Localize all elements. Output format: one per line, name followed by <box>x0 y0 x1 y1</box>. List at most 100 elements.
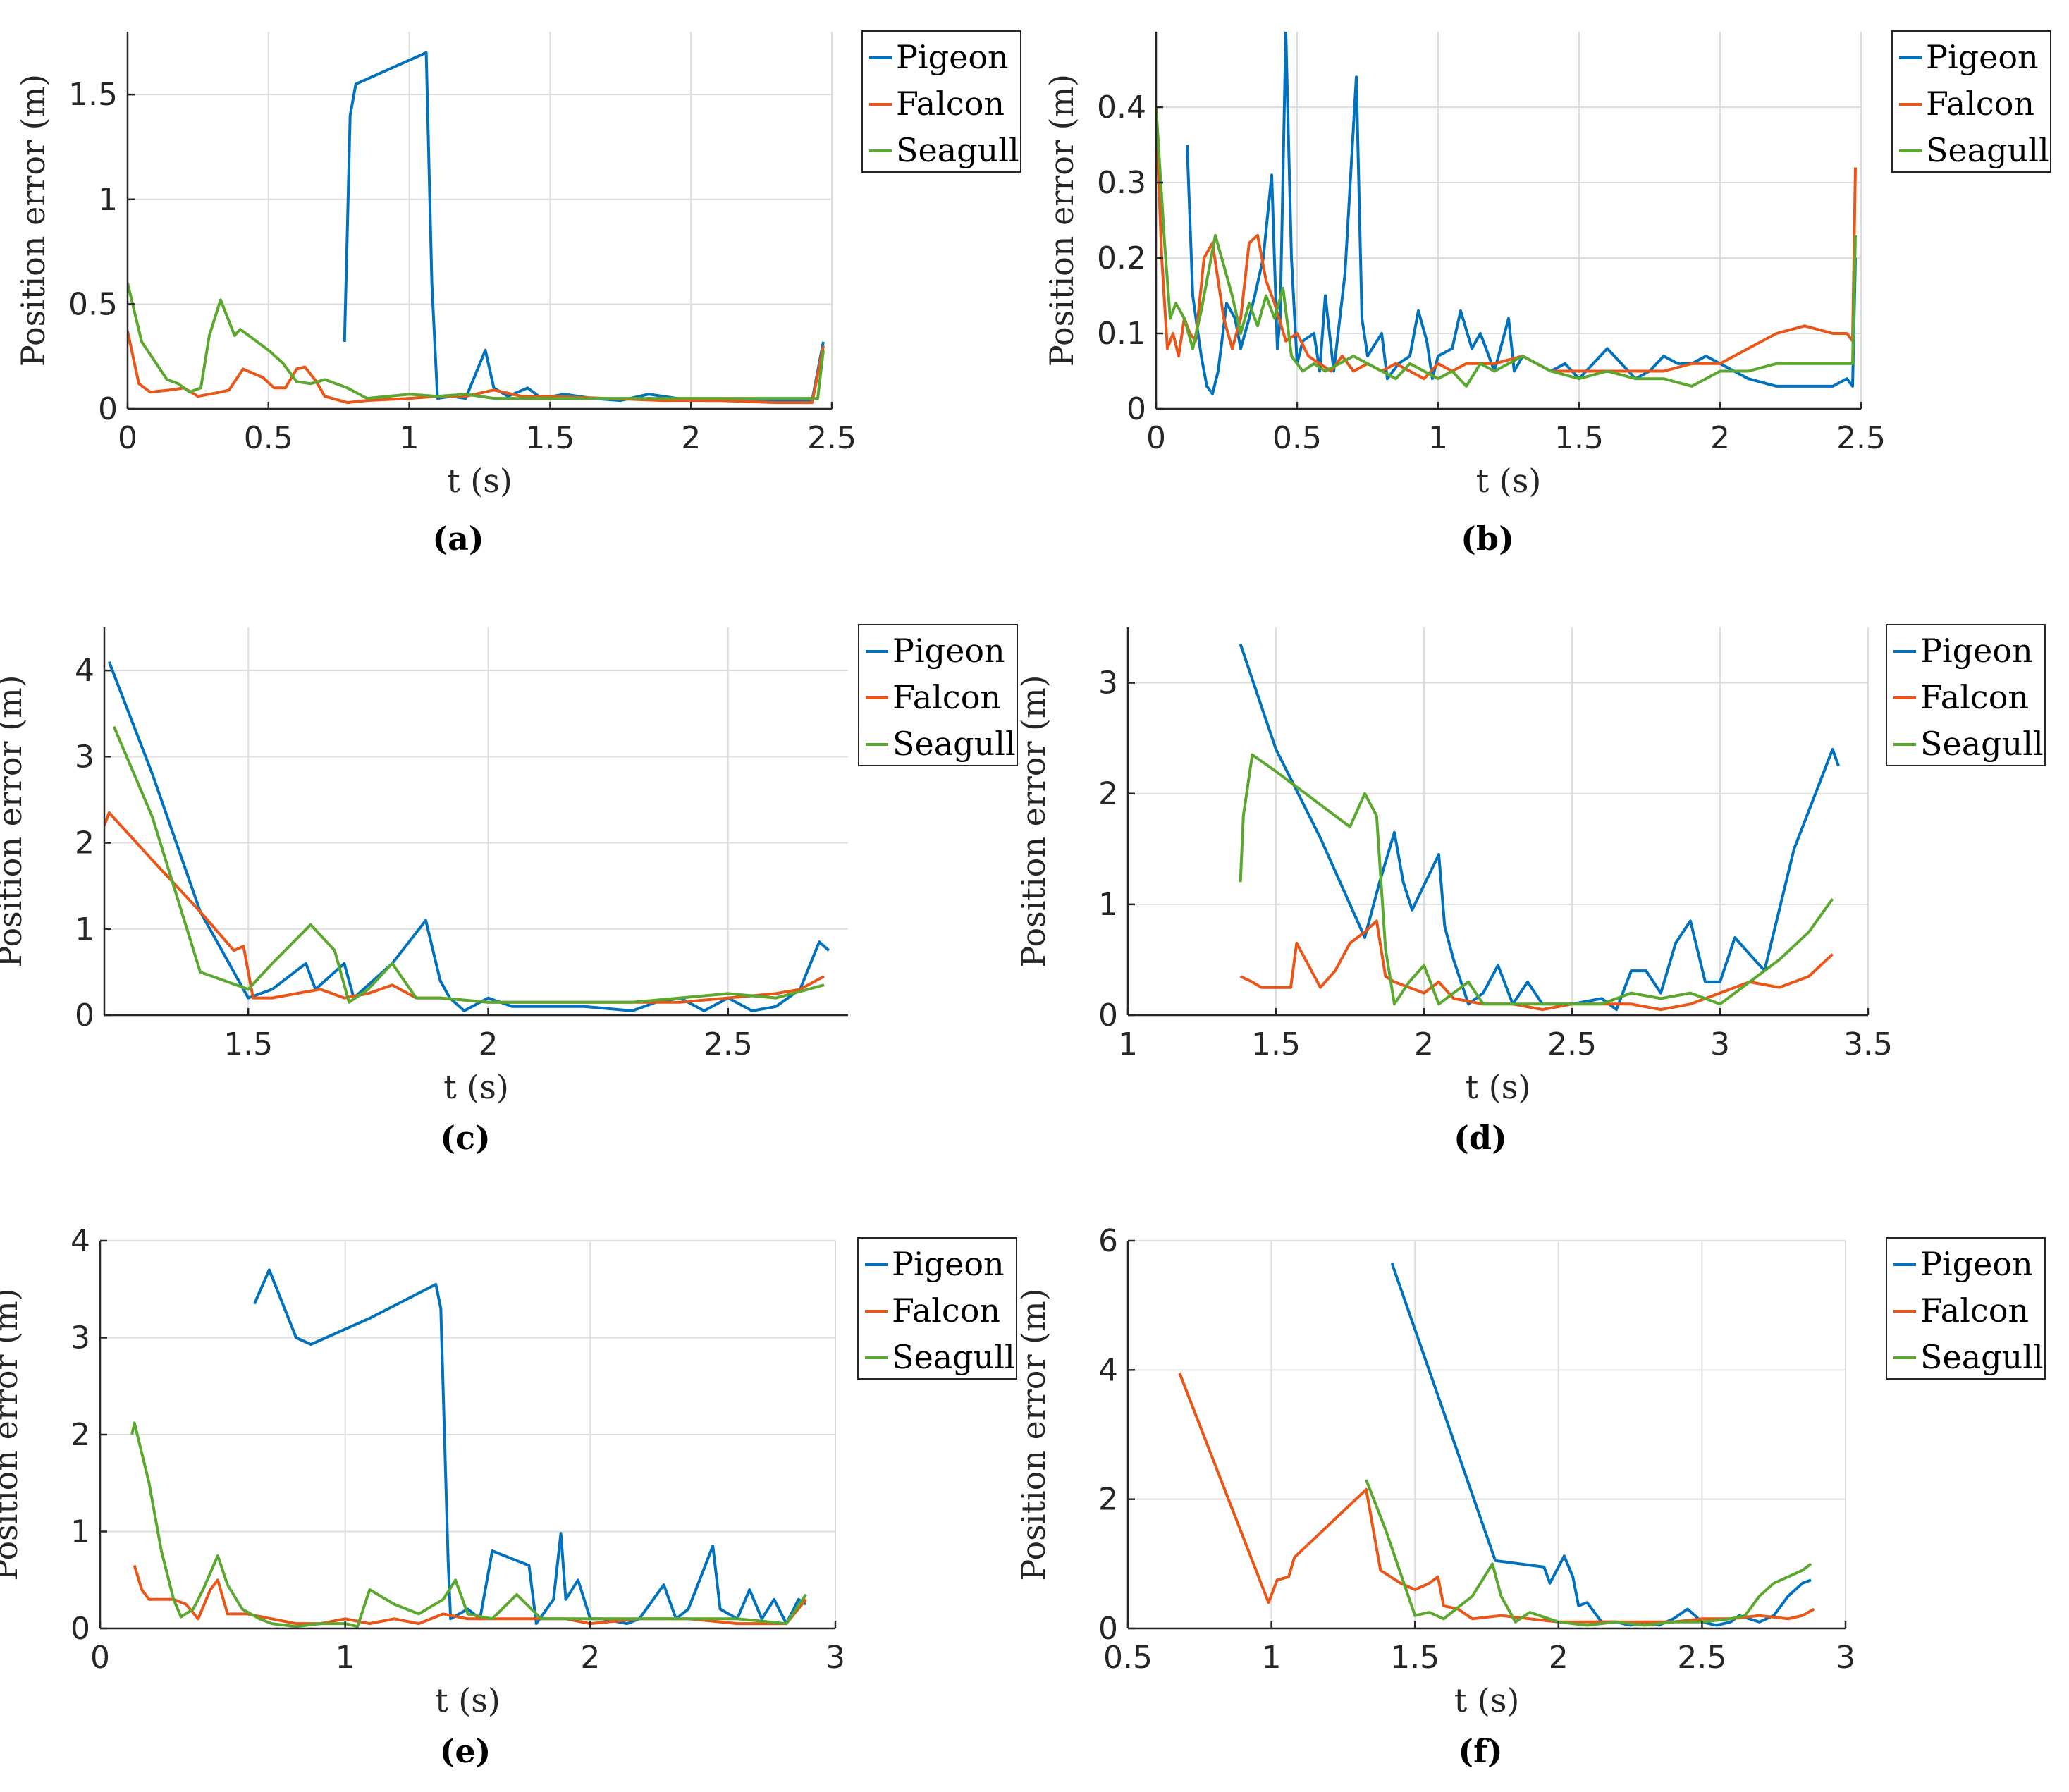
chart-1-legend-box <box>861 30 1021 173</box>
chart-1-ytick-label: 0.5 <box>68 286 118 322</box>
chart-2-legend: Pigeon Falcon Seagull <box>1891 30 2051 173</box>
chart-4-ytick-label: 1 <box>1098 887 1118 923</box>
chart-4-caption: (d) <box>1454 1119 1507 1157</box>
chart-5-series-falcon <box>133 1565 807 1626</box>
chart-6-xtick-label: 1.5 <box>1390 1640 1439 1676</box>
chart-6-legend-box <box>1886 1237 2046 1380</box>
chart-3-legend-label-pigeon: Pigeon <box>892 632 1005 670</box>
chart-3: 1.5 2 2.5 0 1 2 3 4 t (s) Position error (m) Pigeo… <box>0 624 1018 1157</box>
chart-2-ytick-label: 0.1 <box>1097 316 1146 352</box>
chart-6-legend-label-falcon: Falcon <box>1920 1291 2029 1330</box>
chart-6: 0.5 1 1.5 2 2.5 3 0 2 4 6 t (s) Position error (m) P… <box>1014 1223 2046 1770</box>
chart-1-series-seagull <box>128 283 825 400</box>
chart-4-xtick-label: 1 <box>1118 1026 1138 1062</box>
chart-6-xtick-label: 3 <box>1836 1640 1855 1676</box>
chart-2-xtick-label: 1.5 <box>1554 420 1604 456</box>
chart-6-ylabel: Position error (m) <box>1014 1288 1052 1581</box>
chart-5: 0 1 2 3 0 1 2 3 4 t (s) Position error (m) Pigeon Fa… <box>0 1223 1017 1770</box>
chart-4-xtick-label: 1.5 <box>1251 1026 1301 1062</box>
chart-5-xtick-label: 1 <box>336 1640 355 1676</box>
chart-3-legend-label-seagull: Seagull <box>892 725 1016 763</box>
chart-2-legend-label-seagull: Seagull <box>1926 131 2049 169</box>
chart-1-legend-label-seagull: Seagull <box>896 131 1019 169</box>
chart-1-xtick-label: 2 <box>681 420 701 456</box>
chart-1-xtick-label: 1.5 <box>525 420 575 456</box>
chart-2-xtick-label: 2.5 <box>1836 420 1886 456</box>
chart-6-ytick-label: 2 <box>1098 1482 1118 1518</box>
chart-2-series-seagull <box>1156 106 1857 388</box>
chart-4-series-seagull <box>1239 753 1834 1006</box>
chart-4-ytick-label: 3 <box>1098 665 1118 701</box>
chart-2-ytick-label: 0 <box>1126 391 1146 427</box>
chart-3-ytick-label: 1 <box>75 912 94 947</box>
chart-6-xtick-label: 2.5 <box>1677 1640 1726 1676</box>
chart-3-ytick-label: 3 <box>75 739 94 775</box>
chart-4-legend-label-pigeon: Pigeon <box>1920 632 2033 670</box>
chart-3-ytick-label: 0 <box>75 998 94 1033</box>
chart-2-ytick-label: 0.3 <box>1097 165 1146 201</box>
chart-5-ytick-label: 4 <box>70 1223 90 1259</box>
chart-6-xtick-label: 0.5 <box>1103 1640 1153 1676</box>
chart-3-ylabel: Position error (m) <box>0 675 29 967</box>
chart-4-xtick-label: 2.5 <box>1547 1026 1597 1062</box>
chart-1: 0 0.5 1 1.5 2 2.5 0 0.5 1 1.5 t (s) Position error … <box>14 30 1021 558</box>
chart-3-caption: (c) <box>440 1119 491 1157</box>
chart-2-ytick-label: 0.4 <box>1097 90 1146 125</box>
chart-1-series-falcon <box>128 331 825 405</box>
chart-5-ylabel: Position error (m) <box>0 1288 25 1581</box>
chart-3-series-seagull <box>112 725 825 1004</box>
chart-3-xtick-label: 1.5 <box>223 1026 273 1062</box>
chart-1-xlabel: t (s) <box>447 462 512 500</box>
chart-4-legend-label-falcon: Falcon <box>1920 678 2029 716</box>
chart-4-xtick-label: 3 <box>1710 1026 1730 1062</box>
chart-5-series-pigeon <box>253 1268 807 1626</box>
chart-3-xlabel: t (s) <box>443 1068 509 1106</box>
chart-2-xtick-label: 1 <box>1428 420 1448 456</box>
chart-1-xtick-label: 0 <box>118 420 137 456</box>
chart-1-ytick-label: 1 <box>98 182 118 218</box>
chart-4-series-falcon <box>1239 919 1834 1012</box>
chart-5-legend: Pigeon Falcon Seagull <box>857 1237 1017 1380</box>
chart-2-legend-label-falcon: Falcon <box>1926 85 2034 123</box>
chart-6-legend-label-pigeon: Pigeon <box>1920 1245 2033 1283</box>
chart-6-xtick-label: 1 <box>1262 1640 1282 1676</box>
chart-1-xtick-label: 1 <box>400 420 419 456</box>
chart-5-ytick-label: 3 <box>70 1320 90 1356</box>
chart-1-series-pigeon <box>343 51 825 403</box>
chart-1-ytick-label: 1.5 <box>68 77 118 113</box>
chart-6-xtick-label: 2 <box>1549 1640 1568 1676</box>
chart-5-ytick-label: 1 <box>70 1514 90 1550</box>
chart-1-legend: Pigeon Falcon Seagull <box>861 30 1021 173</box>
chart-3-xtick-label: 2.5 <box>704 1026 753 1062</box>
chart-3-legend-label-falcon: Falcon <box>892 678 1001 716</box>
chart-4-legend-box <box>1886 624 2046 766</box>
chart-2-xtick-label: 0 <box>1146 420 1166 456</box>
chart-1-ytick-label: 0 <box>98 391 118 427</box>
chart-1-ylabel: Position error (m) <box>14 74 52 367</box>
chart-4-xtick-label: 3.5 <box>1843 1026 1893 1062</box>
chart-3-series-falcon <box>104 811 825 1004</box>
chart-6-ytick-label: 6 <box>1098 1223 1118 1259</box>
chart-5-legend-box <box>857 1237 1017 1380</box>
chart-1-xtick-label: 0.5 <box>244 420 293 456</box>
chart-4-ytick-label: 2 <box>1098 776 1118 812</box>
chart-1-xtick-label: 2.5 <box>807 420 857 456</box>
chart-4-xlabel: t (s) <box>1466 1068 1531 1106</box>
chart-5-legend-label-pigeon: Pigeon <box>892 1245 1005 1283</box>
chart-5-ytick-label: 2 <box>70 1417 90 1453</box>
chart-4-legend-label-seagull: Seagull <box>1920 725 2044 763</box>
chart-2-series-pigeon <box>1186 32 1857 395</box>
chart-1-legend-label-falcon: Falcon <box>896 85 1005 123</box>
chart-2-xtick-label: 2 <box>1710 420 1730 456</box>
chart-1-caption: (a) <box>432 520 484 558</box>
chart-5-caption: (e) <box>440 1732 491 1770</box>
chart-2-xlabel: t (s) <box>1476 462 1542 500</box>
chart-6-series-pigeon <box>1390 1263 1812 1627</box>
chart-4-legend: Pigeon Falcon Seagull <box>1886 624 2046 766</box>
chart-3-xtick-label: 2 <box>479 1026 498 1062</box>
chart-6-caption: (f) <box>1458 1732 1502 1770</box>
chart-2-series-falcon <box>1156 114 1857 381</box>
chart-2-ylabel: Position error (m) <box>1043 74 1081 367</box>
chart-6-ytick-label: 0 <box>1098 1611 1118 1647</box>
